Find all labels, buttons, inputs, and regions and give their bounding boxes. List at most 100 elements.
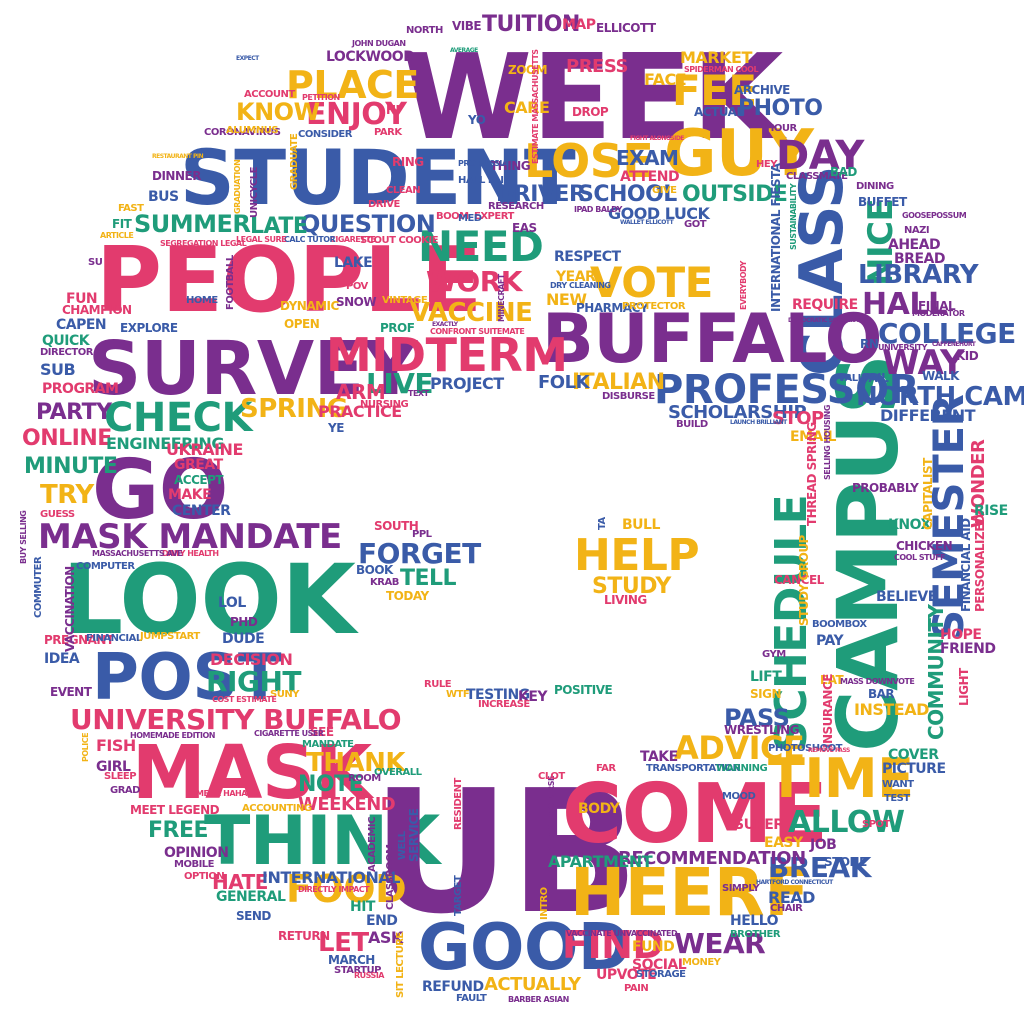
cloud-word: LOOK [62,544,356,656]
cloud-word: INSURANCE [821,674,835,748]
cloud-word: CIGARETTE [330,235,376,244]
cloud-word: ARCHIVE [734,83,790,97]
cloud-word: SEE [310,725,334,739]
cloud-word: HARTFORD CONNECTICUT [756,879,833,886]
cloud-word: STARTUP [334,965,382,976]
cloud-word: LAUNCH BRILLIANT [730,419,787,426]
cloud-word: MIDTERM [326,328,568,382]
cloud-word: WAY [882,343,965,383]
cloud-word: SIT LECTURE [395,932,406,998]
cloud-word: ALLOW [788,805,905,840]
cloud-word: MOBILE [174,859,215,870]
cloud-word: FINANCIAL [86,633,142,644]
cloud-word: REQUIRE [792,297,858,313]
cloud-word: DYNAMIC [280,299,339,313]
cloud-word: PETITION [302,93,340,102]
cloud-word: SUPER [734,817,784,833]
cloud-word: SOCIAL [632,957,687,973]
cloud-word: PHOTOSHOOT [768,743,842,754]
cloud-word: DRIVER [496,182,586,207]
cloud-word: MASS DOWNVOTE [840,677,915,686]
cloud-word: RESPECT [554,249,621,265]
cloud-word: TELL [400,566,457,591]
cloud-word: JOB [810,837,837,853]
cloud-word: MANDATE [302,739,354,750]
cloud-word: MAP [562,17,596,33]
cloud-word: EXPLORE [120,321,178,335]
cloud-word: WALK [922,369,959,383]
cloud-word: VACCINATION [63,566,77,652]
cloud-word: VALID [838,373,869,384]
cloud-word: SUSTAINABILITY [789,183,798,250]
cloud-word: INTERNATIONAL [262,868,400,887]
cloud-word: FUN [66,291,98,307]
cloud-word: SPOT [862,819,890,830]
cloud-word: HOMEMADE EDITION [130,731,215,740]
cloud-word: FORGET [358,537,481,570]
cloud-word: PARTY [36,400,112,425]
cloud-word: SOUTH [374,519,419,533]
cloud-word: PROF [380,321,415,335]
cloud-word: HOME [186,295,218,306]
cloud-word: CLEAN [386,185,421,196]
cloud-word: PERSONALIZED [973,514,987,612]
cloud-word: PAY [816,633,844,649]
cloud-word: YO [468,113,486,127]
cloud-word: RISE [974,503,1008,519]
cloud-word: UNIVERSITY BUFFALO [70,703,402,736]
cloud-word: POST [92,641,282,715]
cloud-word: NORTH [406,25,443,36]
cloud-word: ASK [368,928,403,947]
cloud-word: EASY [764,835,803,851]
cloud-word: HEY [756,159,777,170]
cloud-word: FREE [148,818,209,843]
cloud-word: WORK [426,265,522,298]
cloud-word: MASK [132,730,372,816]
cloud-word: ACCOUNTING [242,803,312,814]
cloud-word: ESTIMATE MASSACHUSETTS [531,49,540,164]
cloud-word: LIVING [604,593,647,607]
cloud-word: TAKE [640,749,678,765]
cloud-word: MONEY [682,957,721,968]
cloud-word: JOHN DUGAN [352,39,406,48]
cloud-word: FIT [112,217,132,231]
cloud-word: VIBE [452,19,482,33]
cloud-word: LAKE [334,255,373,271]
cloud-word: BREAD [894,251,945,267]
cloud-word: STONE [824,855,867,869]
cloud-word: UPVOTE [596,967,657,983]
cloud-word: RN [860,337,879,351]
cloud-word: NAZI [904,225,930,236]
cloud-word: UKRAINE [166,440,243,459]
cloud-word: APARTMENT [548,852,653,871]
cloud-word: DRY CLEANING [550,281,611,290]
cloud-word: POV [346,281,368,292]
cloud-word: SCHOLARSHIP [668,402,807,423]
cloud-word: BREAK [768,851,871,884]
cloud-word: CHECK [104,395,253,441]
cloud-word: LOCKWOOD [326,49,415,65]
cloud-word: TEXT [408,389,429,398]
cloud-word: ACTUAL [694,105,744,119]
cloud-word: SUB [40,360,76,379]
cloud-word: RETURN [278,929,330,943]
cloud-word: STUDENT [180,133,576,222]
cloud-word: RESTAURANT PIN [152,153,204,160]
cloud-word: COMPUTER [76,561,135,572]
cloud-word: HALL [862,287,947,322]
cloud-word: CHAIR [770,903,803,914]
cloud-word: SUMMER [134,210,251,238]
cloud-word: FISH [96,736,136,755]
cloud-word: PLACE [286,63,419,107]
cloud-word: SPRING [240,394,348,424]
cloud-word: PROBABLY [852,481,919,495]
cloud-word: MEME HAHA [196,789,247,798]
cloud-word: WEEKEND [298,794,396,815]
cloud-word: BROTHER [730,929,781,940]
cloud-word: INTRO [539,887,550,920]
cloud-word: OUTSIDE [682,182,788,207]
cloud-word: DISBURSE [602,391,655,402]
cloud-word: REFUND [422,979,484,995]
cloud-word: CIGARETTE USER [254,729,324,738]
cloud-word: PASS [724,704,790,732]
